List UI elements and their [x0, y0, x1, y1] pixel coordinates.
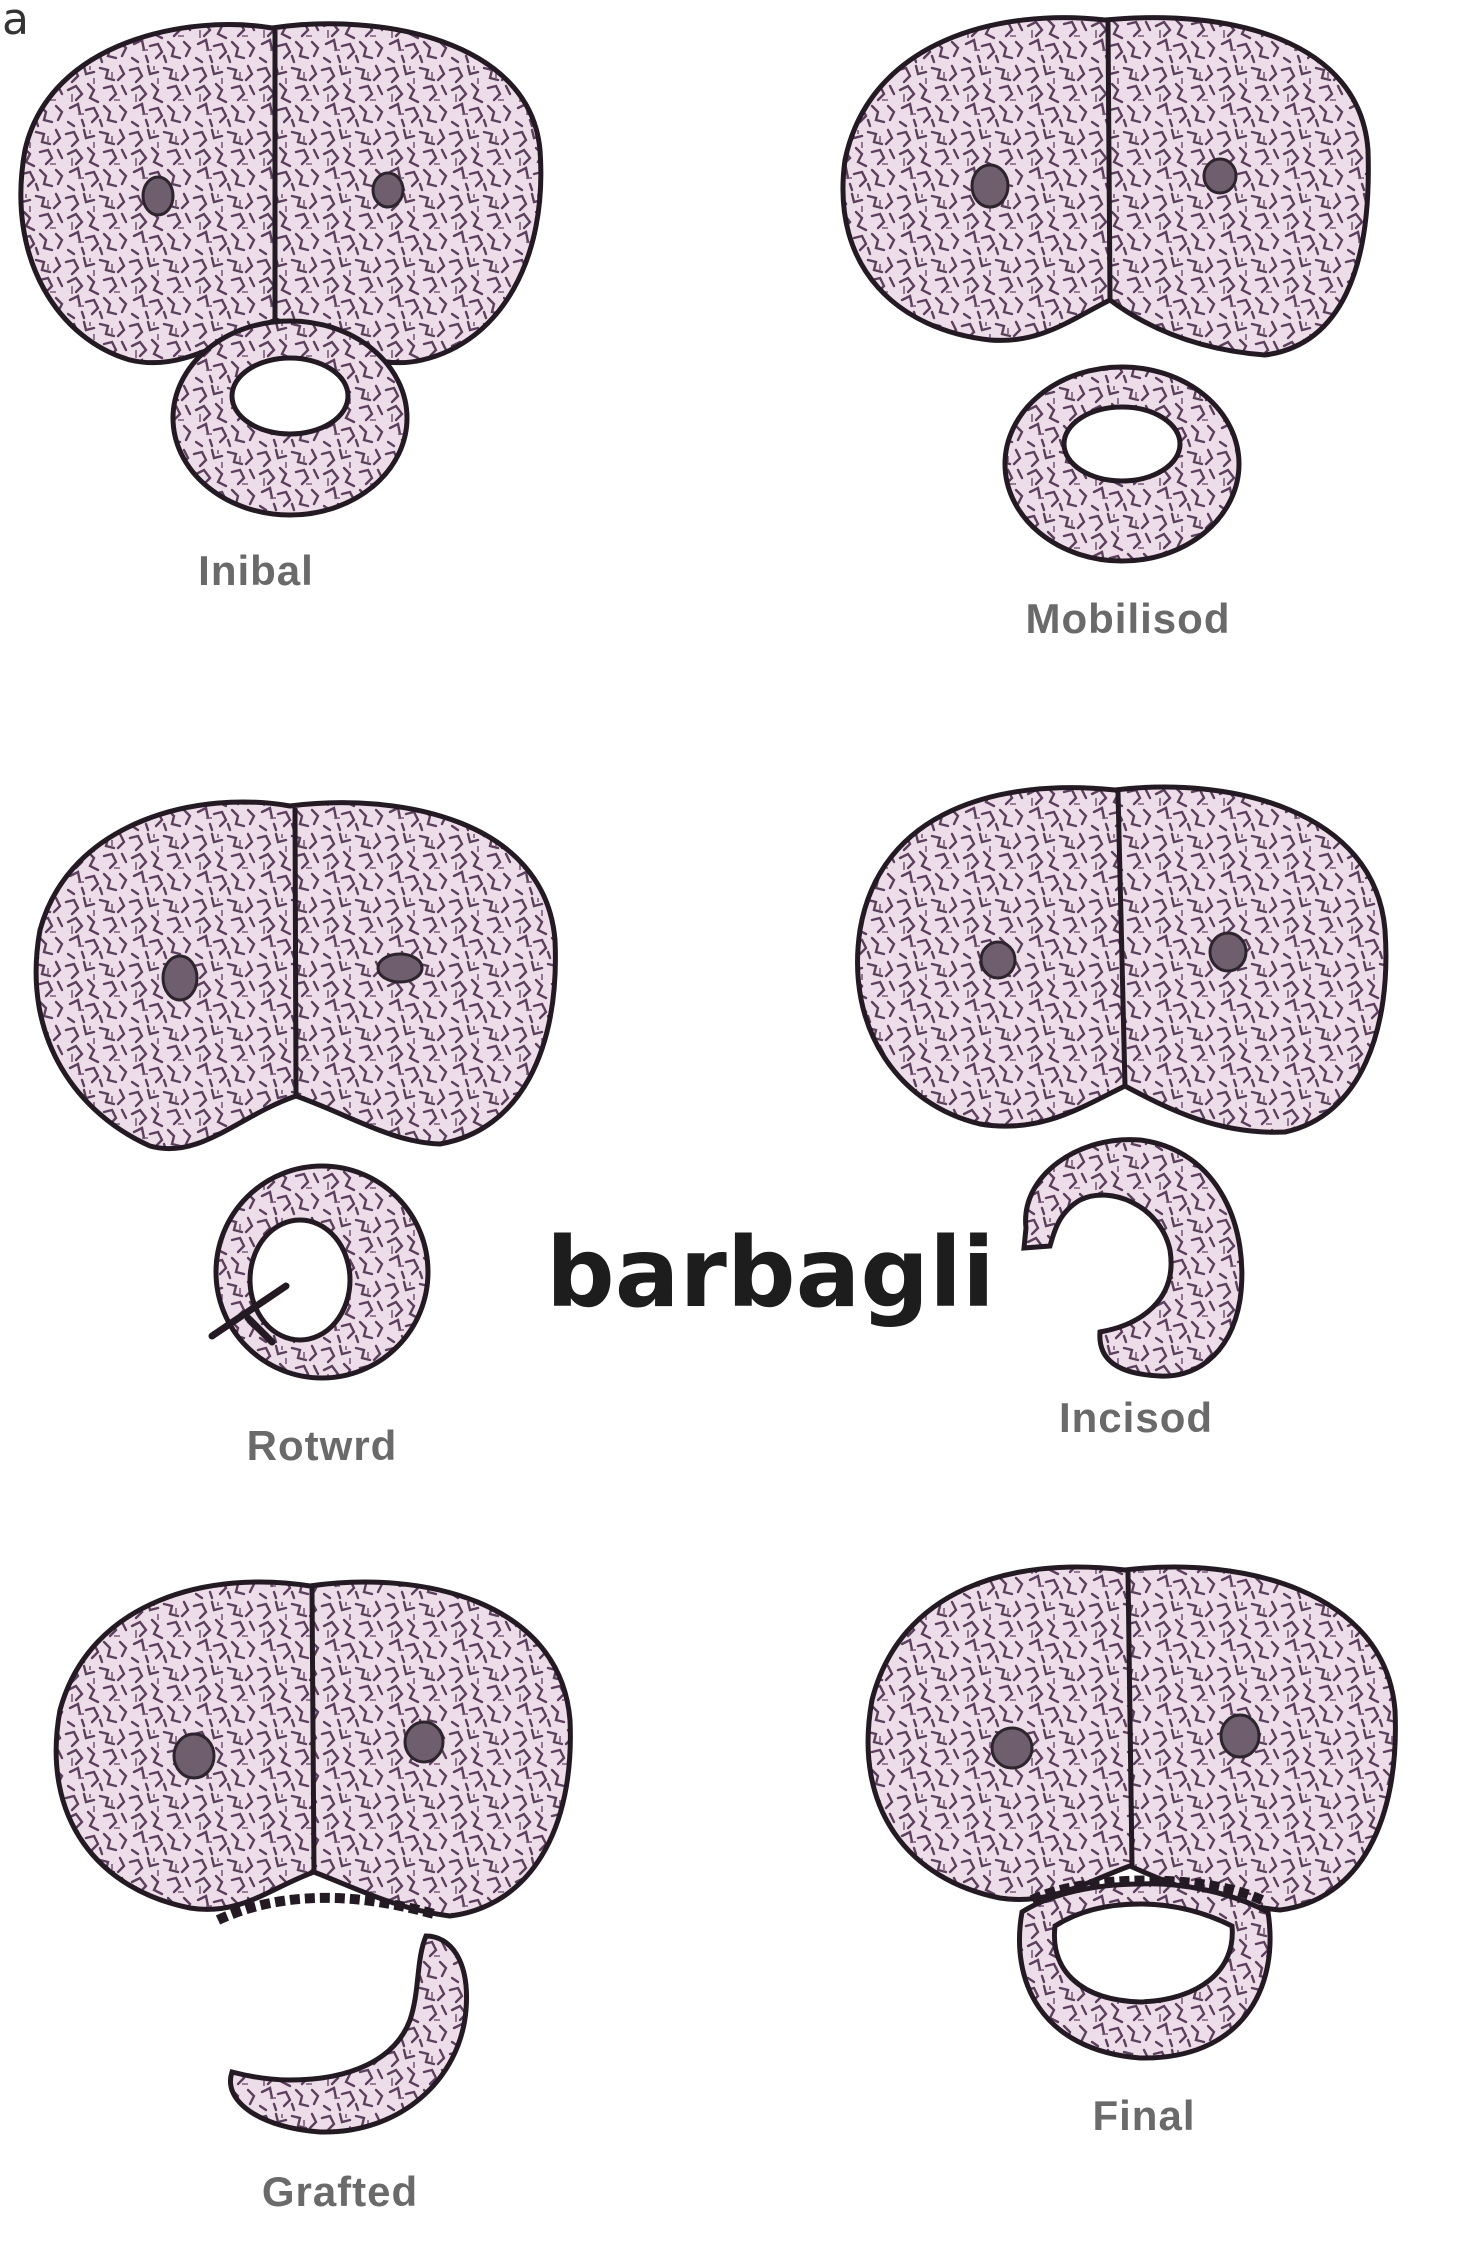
panel-letter: a: [2, 0, 29, 45]
left-cavernosal-artery: [990, 1726, 1034, 1770]
urethral-lumen: [1061, 404, 1183, 484]
septum: [309, 1587, 317, 1873]
corpora-cavernosa: [840, 15, 1371, 358]
rotation-arrow-icon: [208, 1282, 290, 1346]
urethral-lumen: [247, 1217, 353, 1343]
septum: [1125, 1571, 1135, 1867]
left-cavernosal-artery: [141, 175, 175, 217]
stage-grafted: Grafted: [53, 1579, 573, 2215]
septum: [1105, 21, 1113, 301]
stage-label-rotated: Rotwrd: [247, 1422, 398, 1469]
stage-final: Final: [865, 1564, 1398, 2139]
stage-label-final: Final: [1092, 2092, 1195, 2139]
stage-mobilised: Mobilisod: [840, 15, 1371, 642]
urethral-plate: [228, 1933, 470, 2135]
right-cavernosal-artery: [1219, 1713, 1261, 1759]
stage-label-mobilised: Mobilisod: [1026, 595, 1231, 642]
stage-incised: Incisod: [855, 784, 1389, 1441]
right-cavernosal-artery: [1202, 157, 1238, 195]
urethral-lumen: [229, 355, 351, 437]
stage-label-grafted: Grafted: [262, 2168, 418, 2215]
right-cavernosal-artery: [376, 952, 424, 984]
left-cavernosal-artery: [172, 1732, 216, 1780]
right-cavernosal-artery: [371, 171, 405, 209]
incised-urethra: [1021, 1137, 1245, 1379]
stage-label-incised: Incisod: [1059, 1394, 1213, 1441]
graft-patch: [215, 1892, 436, 1925]
left-cavernosal-artery: [979, 940, 1017, 980]
graft-patch: [1029, 1875, 1265, 1905]
septum: [292, 807, 299, 1097]
center-title: barbagli: [546, 1217, 995, 1329]
stage-rotated: Rotwrd: [33, 799, 558, 1469]
stage-initial: Inibal: [18, 21, 544, 594]
urethral-lumen: [1051, 1901, 1235, 2005]
left-cavernosal-artery: [161, 954, 199, 1002]
septum: [1115, 791, 1128, 1087]
stage-label-initial: Inibal: [198, 547, 314, 594]
corpora-cavernosa: [18, 21, 544, 366]
right-cavernosal-artery: [403, 1720, 445, 1764]
right-cavernosal-artery: [1208, 931, 1248, 973]
left-cavernosal-artery: [970, 163, 1010, 209]
